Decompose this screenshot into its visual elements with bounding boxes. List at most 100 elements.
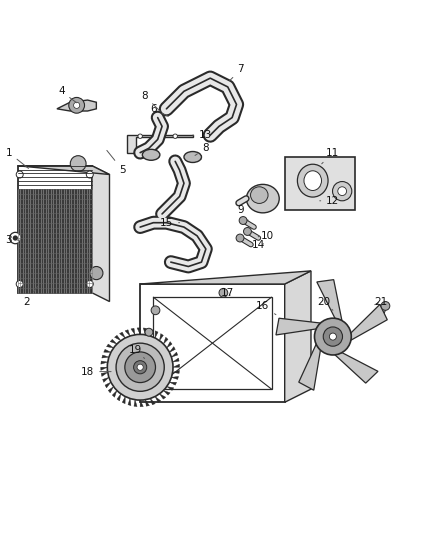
Ellipse shape bbox=[184, 151, 201, 163]
Polygon shape bbox=[101, 367, 107, 370]
FancyBboxPatch shape bbox=[285, 157, 355, 209]
Polygon shape bbox=[167, 386, 174, 390]
Polygon shape bbox=[104, 349, 111, 352]
Ellipse shape bbox=[142, 149, 160, 160]
Polygon shape bbox=[171, 376, 179, 379]
Circle shape bbox=[239, 216, 247, 224]
Polygon shape bbox=[335, 353, 378, 383]
Text: 14: 14 bbox=[252, 236, 265, 249]
Polygon shape bbox=[101, 373, 108, 376]
Polygon shape bbox=[105, 382, 111, 388]
Circle shape bbox=[219, 288, 228, 297]
Polygon shape bbox=[57, 100, 96, 111]
Text: 1: 1 bbox=[5, 148, 28, 168]
Text: 18: 18 bbox=[81, 367, 111, 377]
Text: 19: 19 bbox=[129, 345, 145, 359]
Polygon shape bbox=[163, 391, 170, 395]
Polygon shape bbox=[128, 399, 131, 406]
Polygon shape bbox=[106, 344, 113, 348]
Polygon shape bbox=[112, 391, 117, 397]
Circle shape bbox=[86, 280, 93, 287]
Polygon shape bbox=[351, 304, 387, 340]
Circle shape bbox=[16, 171, 23, 178]
Text: 10: 10 bbox=[261, 231, 274, 245]
Text: 8: 8 bbox=[141, 91, 160, 111]
Text: 13: 13 bbox=[193, 130, 212, 140]
Polygon shape bbox=[276, 318, 321, 335]
Circle shape bbox=[381, 302, 390, 310]
Circle shape bbox=[16, 280, 23, 287]
Polygon shape bbox=[140, 400, 143, 407]
Circle shape bbox=[70, 156, 86, 172]
Text: 6: 6 bbox=[150, 104, 168, 116]
Circle shape bbox=[145, 328, 153, 336]
Ellipse shape bbox=[246, 184, 279, 213]
Circle shape bbox=[90, 266, 103, 280]
Polygon shape bbox=[122, 397, 125, 403]
Circle shape bbox=[137, 364, 143, 370]
Circle shape bbox=[74, 102, 80, 108]
Text: 2: 2 bbox=[23, 286, 38, 306]
Polygon shape bbox=[18, 189, 92, 293]
Text: 11: 11 bbox=[321, 148, 339, 164]
Polygon shape bbox=[159, 334, 163, 341]
Circle shape bbox=[323, 327, 343, 346]
Ellipse shape bbox=[304, 171, 321, 190]
Polygon shape bbox=[155, 397, 161, 402]
Polygon shape bbox=[108, 386, 113, 393]
Polygon shape bbox=[115, 335, 121, 341]
Ellipse shape bbox=[251, 187, 268, 204]
Text: 15: 15 bbox=[160, 217, 180, 228]
Circle shape bbox=[155, 134, 160, 139]
Circle shape bbox=[236, 234, 244, 242]
Circle shape bbox=[332, 182, 352, 201]
Polygon shape bbox=[120, 332, 125, 338]
Polygon shape bbox=[155, 331, 158, 338]
Text: 5: 5 bbox=[107, 150, 126, 175]
Polygon shape bbox=[131, 328, 135, 335]
Text: 21: 21 bbox=[374, 296, 388, 306]
Polygon shape bbox=[117, 394, 121, 401]
Circle shape bbox=[116, 343, 164, 391]
Polygon shape bbox=[92, 166, 110, 302]
Text: 9: 9 bbox=[237, 205, 248, 220]
Circle shape bbox=[13, 236, 18, 241]
Circle shape bbox=[244, 228, 251, 236]
Circle shape bbox=[173, 134, 177, 139]
Polygon shape bbox=[171, 352, 178, 357]
Polygon shape bbox=[150, 399, 155, 405]
Polygon shape bbox=[299, 344, 321, 390]
Polygon shape bbox=[145, 400, 149, 406]
Polygon shape bbox=[137, 328, 140, 334]
Polygon shape bbox=[167, 342, 172, 348]
Polygon shape bbox=[101, 361, 108, 364]
Circle shape bbox=[138, 134, 142, 139]
Circle shape bbox=[69, 98, 85, 113]
Polygon shape bbox=[127, 135, 193, 152]
Polygon shape bbox=[18, 166, 109, 174]
Polygon shape bbox=[125, 330, 130, 336]
Polygon shape bbox=[170, 382, 177, 385]
Circle shape bbox=[86, 171, 93, 178]
Text: 20: 20 bbox=[318, 296, 333, 310]
Polygon shape bbox=[140, 271, 311, 284]
Text: 16: 16 bbox=[256, 301, 276, 314]
Polygon shape bbox=[102, 355, 109, 358]
Polygon shape bbox=[134, 400, 137, 407]
Text: 17: 17 bbox=[221, 288, 234, 298]
Polygon shape bbox=[173, 370, 180, 374]
Polygon shape bbox=[159, 394, 166, 399]
Polygon shape bbox=[173, 358, 179, 362]
Polygon shape bbox=[110, 340, 117, 344]
Circle shape bbox=[329, 333, 336, 340]
Circle shape bbox=[134, 361, 147, 374]
Polygon shape bbox=[143, 328, 146, 335]
Text: 8: 8 bbox=[195, 143, 209, 156]
Circle shape bbox=[125, 352, 155, 383]
Text: 12: 12 bbox=[320, 196, 339, 206]
Text: 4: 4 bbox=[58, 86, 77, 103]
Ellipse shape bbox=[297, 164, 328, 197]
Circle shape bbox=[10, 232, 21, 244]
Circle shape bbox=[314, 318, 351, 355]
Polygon shape bbox=[317, 280, 342, 320]
